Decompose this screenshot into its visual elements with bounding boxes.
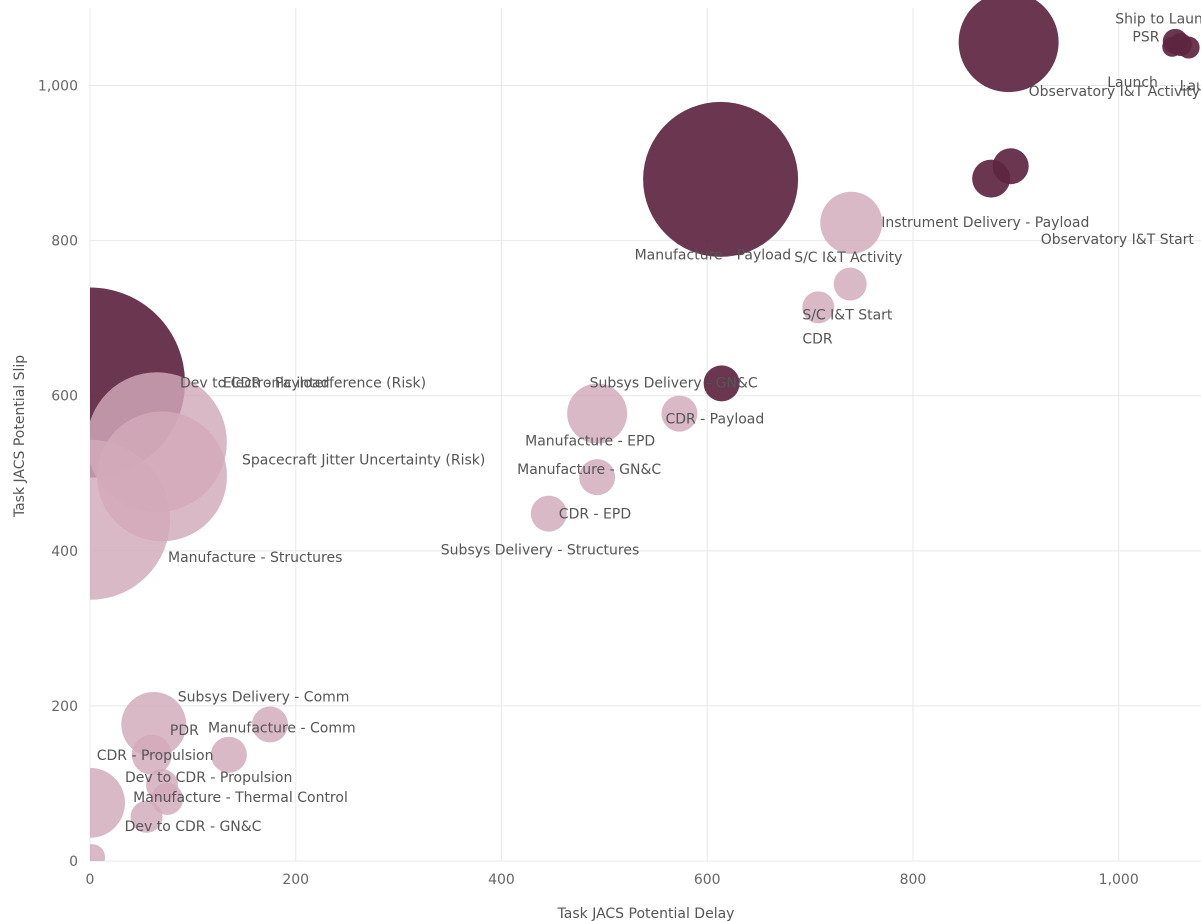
point-label: CDR - EPD (559, 507, 631, 523)
bubble-point[interactable] (210, 736, 247, 773)
point-label: Dev to CDR - Payload (180, 376, 329, 392)
x-tick-label: 400 (488, 872, 515, 888)
bubbles (55, 0, 1200, 870)
grid-lines (89, 8, 1201, 862)
bubble-point[interactable] (958, 0, 1059, 93)
point-label: Spacecraft Jitter Uncertainty (Risk) (242, 452, 485, 468)
y-axis-title: Task JACS Potential Slip (12, 355, 28, 518)
bubble-point[interactable] (97, 411, 228, 542)
point-label: Manufacture - EPD (525, 434, 655, 450)
point-label: Ship to Launch Site (1115, 11, 1201, 27)
point-label: Launch (1107, 75, 1158, 91)
point-label: CDR - Payload (665, 412, 764, 428)
point-label: CDR - Propulsion (97, 748, 214, 764)
bubble-point[interactable] (703, 365, 740, 402)
point-label: Manufacture - Thermal Control (133, 790, 348, 806)
point-label: PSR (1132, 29, 1159, 45)
bubble-point[interactable] (1162, 36, 1183, 57)
x-axis-title: Task JACS Potential Delay (557, 906, 735, 921)
bubble-point[interactable] (131, 734, 172, 775)
x-tick-label: 0 (86, 872, 95, 888)
x-tick-label: 600 (694, 872, 721, 888)
bubble-point[interactable] (567, 383, 628, 444)
point-label: Observatory I&T Activity (1029, 84, 1200, 100)
point-label: Subsys Delivery - Comm (178, 690, 350, 706)
point-label: Manufacture - Payload (635, 247, 792, 263)
point-label: Subsys Delivery - Structures (441, 543, 639, 559)
point-label: PDR (170, 723, 199, 739)
point-label: Subsys Delivery - GN&C (590, 375, 758, 391)
bubble-point[interactable] (130, 800, 163, 833)
y-tick-label: 400 (51, 544, 78, 560)
y-tick-label: 0 (69, 854, 78, 870)
point-label: Instrument Delivery - Payload (881, 215, 1089, 231)
bubble-point[interactable] (1177, 36, 1200, 59)
tick-labels: 0 200 400 600 800 1,000 0 200 400 600 800 1,000 (38, 79, 1139, 888)
bubble-point[interactable] (55, 767, 125, 838)
y-tick-label: 600 (51, 389, 78, 405)
x-tick-label: 1,000 (1099, 872, 1139, 888)
y-tick-label: 800 (51, 234, 78, 250)
point-label: S/C I&T Start (802, 307, 893, 323)
point-label: Dev to CDR - Propulsion (125, 770, 292, 786)
point-label: Manufacture - GN&C (517, 462, 661, 478)
y-tick-label: 1,000 (38, 79, 78, 95)
x-tick-label: 800 (900, 872, 927, 888)
point-label: Launch (1180, 79, 1201, 95)
point-labels: LaunchPSRShip to Launch SiteLaunchObserv… (97, 11, 1201, 834)
bubble-point[interactable] (820, 191, 883, 254)
point-label: Electronic interference (Risk) (223, 375, 426, 391)
bubble-point[interactable] (252, 706, 289, 743)
x-tick-label: 200 (282, 872, 309, 888)
bubble-point[interactable] (643, 101, 799, 257)
point-label: Observatory I&T Start (1041, 232, 1195, 248)
point-label: Manufacture - Comm (208, 721, 356, 737)
bubble-point[interactable] (579, 459, 616, 496)
y-tick-label: 200 (51, 699, 78, 715)
point-label: Manufacture - Structures (168, 550, 342, 566)
bubble-point[interactable] (79, 844, 106, 870)
bubble-point[interactable] (661, 395, 698, 432)
bubble-point[interactable] (530, 495, 567, 532)
point-label: S/C I&T Activity (794, 250, 902, 266)
point-label: CDR (802, 331, 833, 347)
bubble-point[interactable] (802, 291, 835, 324)
bubble-point[interactable] (833, 267, 867, 301)
point-label: Dev to CDR - GN&C (125, 819, 262, 835)
bubble-point[interactable] (992, 148, 1029, 185)
